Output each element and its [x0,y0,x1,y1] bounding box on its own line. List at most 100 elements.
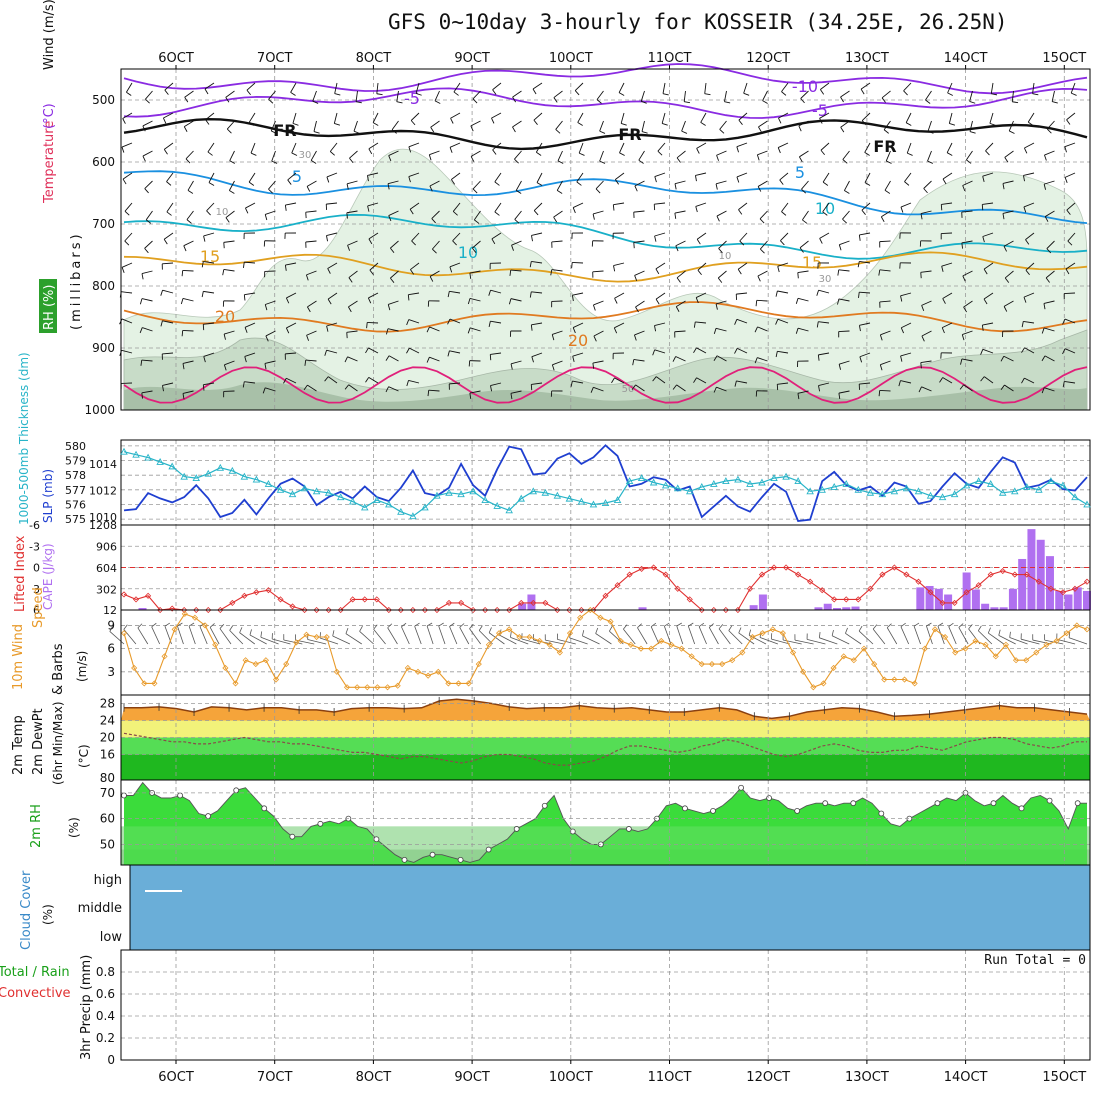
thickness-point [890,487,899,495]
wind-barb-icon [961,210,973,218]
cape-bar [999,607,1008,610]
rh-point [794,808,801,814]
wind-barb-icon [410,112,420,126]
wind-barb-icon [634,330,645,341]
temperature-ylabel: 2m Temp 2m DewPt (6hr Min/Max) [11,702,65,786]
wind-barb-icon [980,348,994,355]
time-tick-label-top: 11OCT [648,51,692,66]
thickness-point [1071,493,1079,501]
wind-barb-icon [683,90,691,104]
wind-barb-icon [488,289,502,296]
wind-barb-icon [248,112,256,126]
wind-speed-point [992,653,999,660]
wind-barb-icon [1009,631,1028,645]
lifted-index-point [229,599,236,606]
precip-ylabel: 3hr Precip (mm) [79,955,94,1060]
lifted-index-point [987,571,994,578]
wind-speed-point [810,684,817,691]
wind-barb-icon [491,112,502,124]
wind-barb-icon [186,210,194,224]
wind-barb-icon [270,120,277,134]
wind-barb-icon [820,142,830,156]
lifted-index-point [638,565,645,572]
thickness-point [637,474,646,482]
wind-speed-point [729,657,736,664]
thickness-point [481,496,489,504]
lifted-index-point [193,606,200,614]
contour-label: 20 [215,307,235,326]
thickness-point [902,484,911,492]
cape-bar [842,607,851,610]
thickness-point [722,477,730,484]
lifted-index-point [746,585,754,592]
wind-barb-icon [592,360,604,369]
rh-point [233,787,240,794]
wind-barb-icon [555,120,563,134]
wind-barb-icon [1023,202,1035,213]
upper-air-ylabel: Wind (m/s) Temperature(°C) RH (%) [39,0,57,333]
wind-barb-icon [959,384,973,392]
rh-line [124,781,1087,863]
wind-barb-icon [662,82,669,96]
lifted-index-point [578,606,585,614]
wind-speed-point [202,622,209,629]
wind-barb-icon [355,90,362,104]
wind-barb-icon [533,202,543,216]
wind-barb-icon [408,142,420,153]
time-tick-label-bottom: 6OCT [158,1070,194,1085]
thickness-tick-label: 580 [65,440,86,453]
wind-barb-icon [674,180,686,190]
wind-barb-icon [655,262,666,275]
wind-barb-icon [166,172,174,186]
wind-speed-point [1063,630,1070,637]
wind-speed-point [536,637,543,644]
wind-barb-icon [676,150,686,163]
lifted-index-tick-label: 3 [33,583,40,596]
lifted-index-point [169,605,176,612]
lifted-index-point [963,589,970,596]
wind-barb-icon [449,622,458,645]
wind-speed-point [952,649,959,656]
cape-bar [823,603,832,610]
wind-barb-icon [719,120,727,134]
wind-barb-icon [434,90,441,104]
wind-barb-icon [1046,120,1055,134]
wind-barb-icon [432,240,440,254]
thickness-point [457,490,465,498]
lifted-index-point [975,582,982,589]
time-tick-label-bottom: 15OCT [1042,1070,1086,1085]
wind-barb-icon [738,112,748,125]
wind-barb-icon [1051,90,1058,104]
wind-barb-icon [800,90,809,104]
contour-label: 50 [622,384,635,395]
cloud-tick-label: middle [78,901,122,916]
wind-speed-point [262,657,269,664]
wind-barb-icon [122,172,133,185]
wind-barb-icon [201,261,215,268]
wind-barb-icon [755,390,768,397]
wind-barb-icon [822,172,830,186]
wind-barb-icon [144,240,153,254]
wind-barb-icon [724,90,731,104]
wind-speed-point [688,653,695,660]
thickness-point [132,450,140,458]
wind-barb-icon [245,202,256,214]
wind-barb-icon [1063,292,1076,300]
wind-speed-point [739,649,746,656]
wind-barb-icon [1041,355,1055,362]
wind-barb-icon [737,262,748,275]
wind-barb-icon [142,150,153,162]
wind-barb-icon [406,379,420,387]
wind-barb-icon [981,322,994,331]
lifted-index-line [123,566,1088,611]
wind-barb-icon [427,300,440,307]
rh-shading-50 [123,329,1088,411]
wind-barb-icon [426,622,434,645]
wind-barb-icon [388,210,399,222]
wind-ylabel-line2: Speed [31,587,46,628]
wind-barb-icon [574,82,584,96]
wind-barb-icon [151,622,161,645]
wind-barb-icon [453,82,461,96]
wind-barb-icon [452,232,461,246]
wind-barb-icon [1032,634,1052,645]
